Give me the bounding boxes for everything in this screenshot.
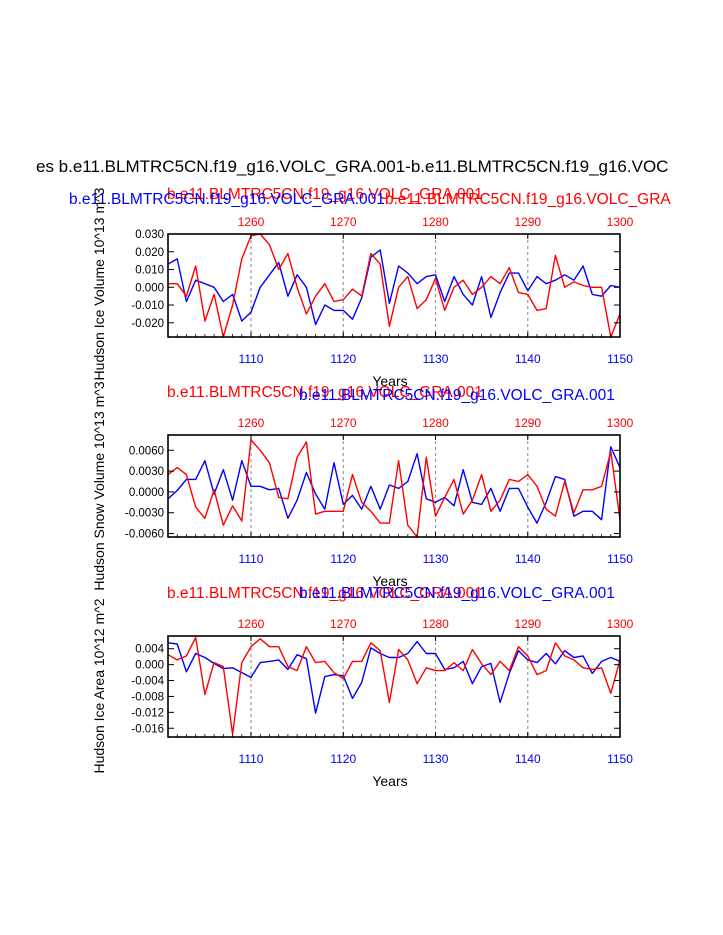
- x-tick-label-bottom: 1110: [239, 552, 264, 566]
- x-tick-label-bottom: 1110: [239, 352, 264, 366]
- plot-frame: [167, 434, 621, 538]
- x-tick-label-bottom: 1140: [515, 752, 541, 766]
- x-tick-label-top: 1270: [330, 215, 357, 229]
- figure-subtitle-blue: b.e11.BLMTRC5CN.f19_g16.VOLC_GRA.001: [69, 191, 385, 208]
- x-tick-label-bottom: 1140: [515, 552, 541, 566]
- panel-title-blue: b.e11.BLMTRC5CN.f19_g16.VOLC_GRA.001: [299, 585, 615, 602]
- y-tick-label: -0.010: [131, 300, 164, 312]
- x-tick-label-top: 1290: [514, 416, 541, 430]
- chart-panel-2: b.e11.BLMTRC5CN.f19_g16.VOLC_GRA.001b.e1…: [91, 381, 634, 590]
- y-tick-label: -0.012: [131, 707, 164, 719]
- y-tick-label: 0.004: [135, 644, 164, 656]
- series-line-red: [167, 636, 621, 735]
- y-tick-label: 0.000: [135, 282, 164, 294]
- panel-title-blue: b.e11.BLMTRC5CN.f19_g16.VOLC_GRA.001: [299, 387, 615, 404]
- x-tick-label-bottom: 1120: [330, 752, 356, 766]
- x-tick-label-bottom: 1110: [239, 752, 264, 766]
- figure-subtitle-red: b.e11.BLMTRC5CN.f19_g16.VOLC_GRA.001: [167, 186, 483, 203]
- y-tick-label: 0.000: [135, 660, 164, 672]
- plot-frame: [167, 233, 621, 338]
- x-tick-label-top: 1270: [330, 416, 357, 430]
- panel-title-red: b.e11.BLMTRC5CN.f19_g16.VOLC_GRA.001: [167, 384, 483, 401]
- x-tick-label-top: 1270: [330, 617, 357, 631]
- y-tick-label: -0.0030: [125, 508, 164, 520]
- y-tick-label: 0.0000: [129, 487, 164, 499]
- y-tick-label: -0.016: [131, 723, 164, 735]
- y-tick-label: -0.008: [131, 691, 164, 703]
- x-tick-label-top: 1260: [238, 416, 265, 430]
- panel-title-red: b.e11.BLMTRC5CN.f19_g16.VOLC_GRA.001: [167, 585, 483, 602]
- y-tick-label: 0.020: [135, 247, 164, 259]
- x-tick-label-top: 1300: [607, 416, 634, 430]
- x-axis-label: Years: [372, 573, 407, 589]
- series-line-blue: [167, 249, 621, 326]
- x-tick-label-top: 1280: [422, 215, 449, 229]
- x-tick-label-top: 1280: [422, 416, 449, 430]
- x-tick-label-bottom: 1120: [330, 352, 356, 366]
- series-line-red: [167, 439, 621, 538]
- x-tick-label-top: 1290: [514, 215, 541, 229]
- figure-main-title: es b.e11.BLMTRC5CN.f19_g16.VOLC_GRA.001-…: [36, 157, 668, 176]
- chart-panel-3: b.e11.BLMTRC5CN.f19_g16.VOLC_GRA.001b.e1…: [91, 585, 634, 789]
- y-tick-label: 0.0030: [129, 466, 164, 478]
- x-axis-label: Years: [372, 773, 407, 789]
- plot-frame: [167, 635, 621, 738]
- y-axis-label: Hudson Ice Volume 10^13 m^3: [91, 187, 107, 380]
- y-tick-label: -0.0060: [125, 529, 164, 541]
- series-line-red: [168, 233, 621, 338]
- figure-subtitle-red-extra: b.e11.BLMTRC5CN.f19_g16.VOLC_GRA: [385, 191, 671, 208]
- x-tick-label-top: 1260: [238, 215, 265, 229]
- x-tick-label-bottom: 1150: [607, 552, 633, 566]
- x-tick-label-top: 1290: [514, 617, 541, 631]
- y-axis-label: Hudson Ice Area 10^12 m^2: [91, 598, 107, 773]
- x-tick-label-top: 1280: [422, 617, 449, 631]
- x-tick-label-top: 1260: [238, 617, 265, 631]
- x-tick-label-bottom: 1130: [423, 352, 449, 366]
- y-tick-label: -0.020: [131, 318, 164, 330]
- x-tick-label-bottom: 1130: [423, 552, 449, 566]
- y-tick-label: 0.030: [135, 229, 164, 241]
- x-tick-label-bottom: 1140: [515, 352, 541, 366]
- y-tick-label: 0.010: [135, 265, 164, 277]
- x-tick-label-bottom: 1130: [423, 752, 449, 766]
- x-tick-label-bottom: 1120: [330, 552, 356, 566]
- x-tick-label-top: 1300: [607, 617, 634, 631]
- y-tick-label: -0.004: [131, 676, 164, 688]
- x-tick-label-top: 1300: [607, 215, 634, 229]
- x-axis-label: Years: [372, 373, 407, 389]
- chart-panel-1: 1110 1120 1130 1140 1150 1260 1270 1280 1290 1300…: [91, 187, 634, 389]
- y-axis-label: Hudson Snow Volume 10^13 m^3: [91, 381, 107, 590]
- series-line-blue: [167, 640, 621, 714]
- y-tick-label: 0.0060: [129, 445, 164, 457]
- x-tick-label-bottom: 1150: [607, 352, 633, 366]
- x-tick-label-bottom: 1150: [607, 752, 633, 766]
